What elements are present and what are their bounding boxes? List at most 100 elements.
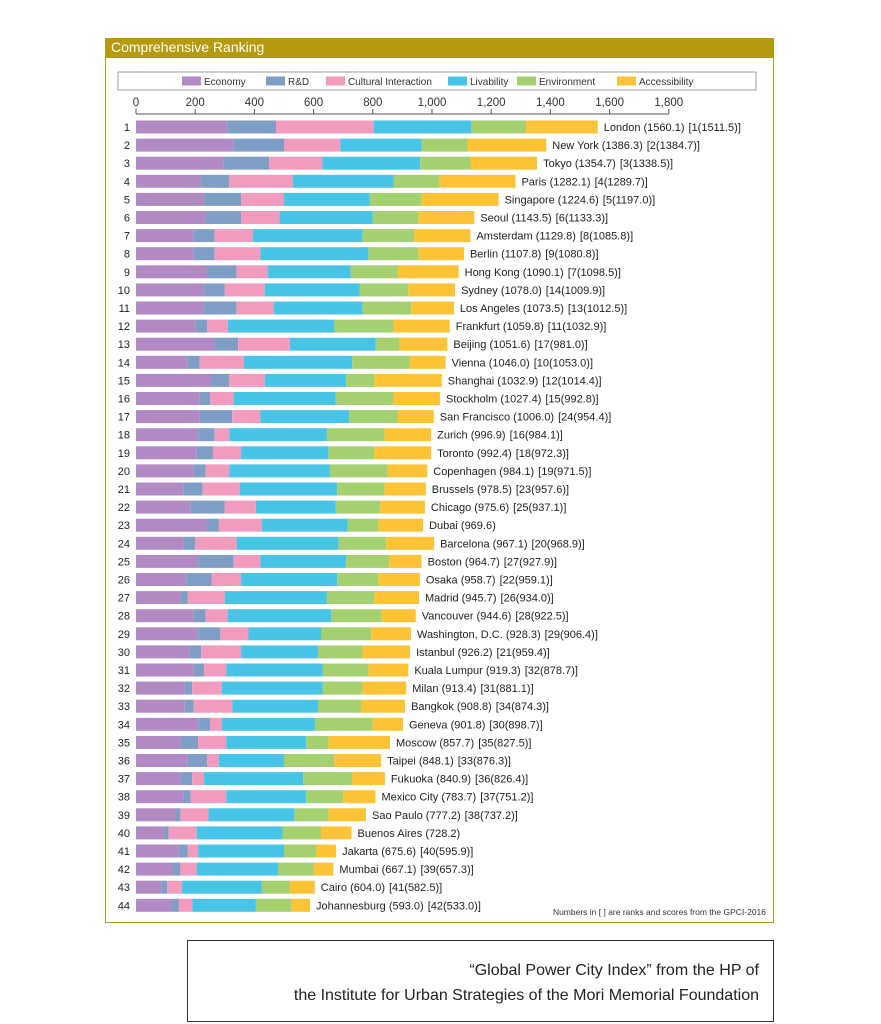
city-name-score: Cairo (604.0) (321, 882, 385, 894)
bar-row4-livability (292, 174, 394, 188)
previous-rank: [39(657.3)] (420, 864, 473, 876)
bar-row2-accessibility (467, 138, 547, 152)
bar-row6-environment (372, 211, 419, 224)
bar-row5-economy (136, 192, 205, 206)
bar-row19-r-d (196, 446, 213, 460)
bar-row33-livability (232, 699, 319, 713)
city-label: Taipei (848.1) [33(876.3)] (387, 756, 511, 768)
bar-row19-cultural-interaction (212, 446, 242, 460)
city-name-score: Beijing (1051.6) (453, 339, 530, 351)
bar-row38-economy (136, 790, 184, 804)
bar-row11-economy (136, 301, 205, 315)
city-name-score: New York (1386.3) (552, 140, 643, 152)
legend-label-1: Economy (204, 77, 246, 88)
rank-label: 3 (124, 158, 130, 170)
city-label: Brussels (978.5) [23(957.6)] (432, 484, 569, 496)
rank-label: 13 (118, 339, 130, 351)
bar-row29-livability (248, 627, 321, 641)
previous-rank: [32(878.7)] (525, 665, 578, 677)
previous-rank: [19(971.5)] (538, 466, 591, 478)
legend-label-6: Accessibility (639, 77, 693, 88)
bar-row23-accessibility (378, 518, 424, 532)
legend-swatch-6 (617, 76, 636, 86)
bar-row6-cultural-interaction (241, 211, 280, 224)
chart-svg: Economy R&D Cultural Interaction Livability… (117, 71, 766, 917)
city-label: Vienna (1046.0) [10(1053.0)] (452, 357, 593, 369)
bar-row16-cultural-interaction (210, 392, 234, 405)
bar-row16-accessibility (393, 392, 440, 405)
bar-row43-cultural-interaction (167, 880, 182, 894)
bar-row42-livability (196, 862, 279, 876)
rank-label: 34 (118, 719, 130, 731)
city-label: Amsterdam (1129.8) [8(1085.8)] (476, 231, 633, 243)
bar-row17-economy (136, 410, 200, 424)
bar-row30-livability (241, 645, 319, 659)
bar-row15-cultural-interaction (229, 373, 265, 387)
bar-row44-environment (255, 898, 292, 912)
rank-label: 30 (118, 647, 130, 659)
city-label: New York (1386.3) [2(1384.7)] (552, 140, 700, 152)
bar-row39-economy (136, 808, 176, 822)
city-name-score: Mumbai (667.1) (339, 864, 416, 876)
city-name-score: Brussels (978.5) (432, 484, 512, 496)
city-name-score: Chicago (975.6) (431, 502, 509, 514)
bar-row44-r-d (171, 898, 179, 912)
rank-label: 23 (118, 520, 130, 532)
bar-row37-r-d (180, 772, 193, 786)
city-label: Berlin (1107.8) [9(1080.8)] (470, 249, 599, 261)
previous-rank: [22(959.1)] (500, 575, 553, 587)
x-tick-label-7: 1,200 (477, 97, 506, 109)
bar-row18-environment (326, 428, 385, 442)
bar-row33-economy (136, 699, 185, 713)
city-label: Frankfurt (1059.8) [11(1032.9)] (456, 321, 607, 333)
rank-label: 12 (118, 321, 130, 333)
bar-row22-accessibility (380, 500, 425, 514)
previous-rank: [25(937.1)] (513, 502, 566, 514)
legend: Economy R&D Cultural Interaction Livability… (182, 76, 693, 88)
bar-row14-accessibility (409, 355, 446, 369)
bar-row29-r-d (198, 627, 221, 641)
bar-row41-livability (198, 844, 284, 858)
city-label: Johannesburg (593.0) [42(533.0)] (316, 900, 481, 912)
previous-rank: [10(1053.0)] (534, 357, 593, 369)
bar-row23-r-d (207, 518, 219, 532)
previous-rank: [24(954.4)] (558, 412, 611, 424)
city-name-score: Vancouver (944.6) (422, 611, 512, 623)
bar-row6-r-d (205, 211, 242, 224)
bar-row21-accessibility (384, 482, 426, 496)
bar-row40-accessibility (321, 826, 352, 840)
bar-row13-livability (289, 337, 376, 351)
bar-row15-accessibility (374, 373, 442, 387)
rank-label: 39 (118, 810, 130, 822)
previous-rank: [42(533.0)] (428, 900, 481, 912)
bar-row9-cultural-interaction (236, 265, 268, 279)
previous-rank: [6(1133.3)] (556, 213, 608, 225)
city-label: Washington, D.C. (928.3) [29(906.4)] (417, 629, 598, 641)
bar-row39-cultural-interaction (180, 808, 209, 822)
city-label: Barcelona (967.1) [20(968.9)] (440, 538, 585, 550)
bar-row15-environment (346, 373, 375, 387)
city-label: Kuala Lumpur (919.3) [32(878.7)] (414, 665, 578, 677)
legend-label-2: R&D (288, 77, 309, 88)
bar-row24-accessibility (386, 536, 435, 550)
bar-row28-economy (136, 609, 194, 623)
bar-row25-r-d (198, 554, 234, 568)
bar-row20-accessibility (387, 464, 428, 478)
bar-row35-livability (226, 735, 307, 749)
bar-row44-accessibility (291, 898, 311, 912)
city-label: Chicago (975.6) [25(937.1)] (431, 502, 566, 514)
bar-row12-r-d (195, 319, 208, 333)
previous-rank: [40(595.9)] (420, 846, 473, 858)
bar-row32-environment (322, 681, 363, 695)
city-label: Jakarta (675.6) [40(595.9)] (342, 846, 473, 858)
bar-row15-livability (264, 373, 347, 387)
data-labels: 1 London (1560.1) [1(1511.5)] 2 New York (13… (118, 122, 741, 912)
x-tick-label-2: 200 (186, 97, 205, 109)
bar-row22-environment (335, 500, 381, 514)
bar-row9-accessibility (397, 265, 459, 279)
bar-row2-r-d (233, 138, 284, 152)
rank-label: 26 (118, 575, 130, 587)
x-tick-label-10: 1,800 (654, 97, 683, 109)
rank-label: 24 (118, 538, 130, 550)
city-label: Los Angeles (1073.5) [13(1012.5)] (460, 303, 627, 315)
